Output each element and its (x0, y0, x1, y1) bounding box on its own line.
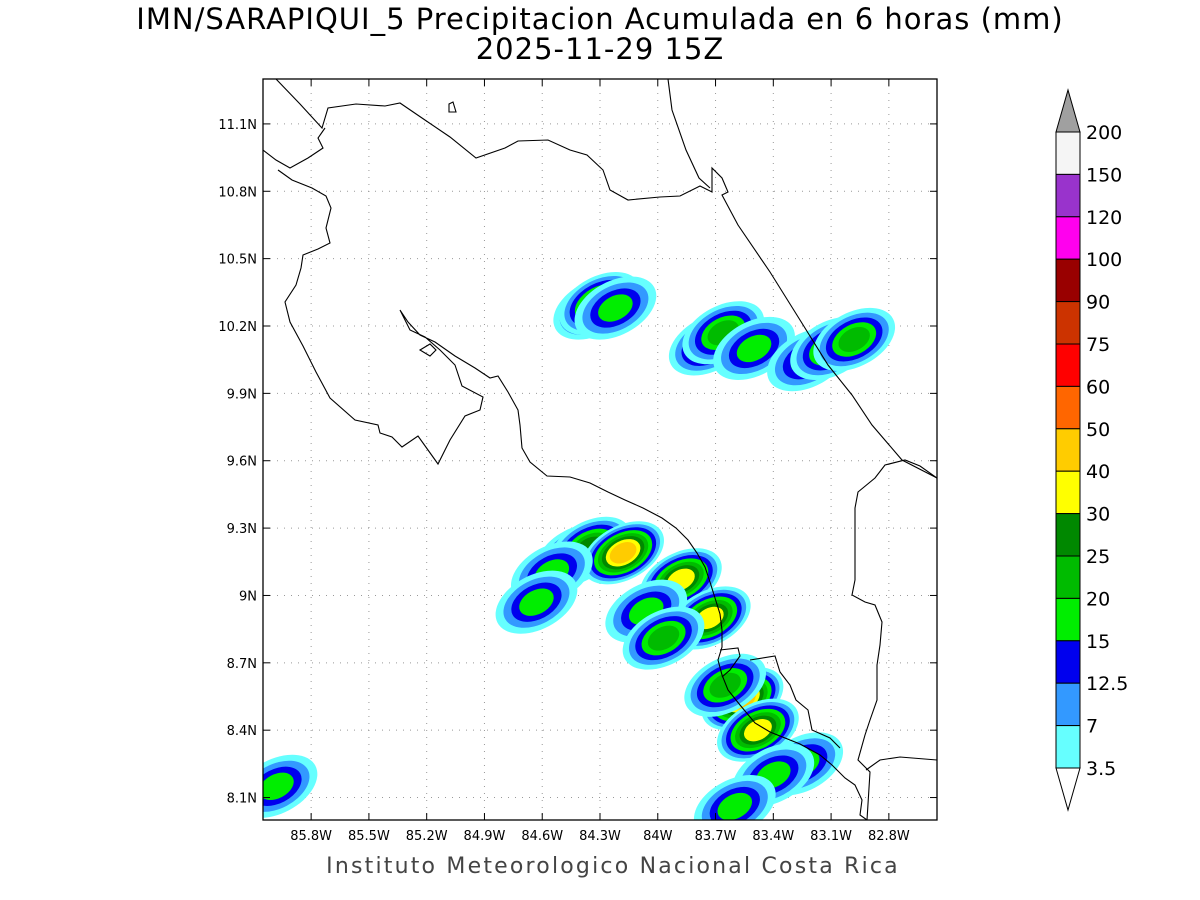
lat-tick-label: 10.8N (218, 185, 257, 200)
precip-cell (582, 521, 664, 585)
lon-tick-label: 83.1W (810, 829, 852, 844)
lat-tick-label: 9.3N (227, 522, 257, 537)
lat-tick-label: 8.7N (227, 657, 257, 672)
colorbar-swatch (1055, 131, 1081, 175)
footer-credit: Instituto Meteorologico Nacional Costa R… (326, 854, 900, 879)
colorbar-swatch (1055, 343, 1081, 387)
colorbar-swatch (1055, 216, 1081, 260)
coastlines-borders (263, 79, 937, 820)
lat-tick-label: 9.9N (227, 387, 257, 402)
colorbar-top-arrow (1055, 88, 1081, 133)
precip-cell (495, 570, 578, 634)
island-lake (418, 343, 437, 357)
colorbar-label: 12.5 (1086, 673, 1128, 695)
lat-tick-label: 11.1N (218, 118, 257, 133)
lon-tick-label: 82.8W (868, 829, 910, 844)
precip-cell (574, 276, 657, 340)
precip-contour (838, 326, 870, 352)
precip-contour (717, 792, 753, 820)
map-title: IMN/SARAPIQUI_5 Precipitacion Acumulada … (136, 2, 1064, 36)
lat-tick-label: 9N (239, 589, 257, 604)
colorbar-swatch (1055, 385, 1081, 430)
axis-ticks: 11.1N 10.8N 10.5N 10.2N 9.9N 9.6N 9.3N 9N 8.7N 8.… (218, 79, 937, 844)
precip-cell (263, 754, 318, 818)
map-gridlines (263, 79, 937, 820)
precip-contour (736, 334, 772, 363)
colorbar-label: 150 (1086, 164, 1122, 186)
colorbar-swatch (1055, 640, 1081, 684)
lon-tick-label: 84.6W (521, 829, 563, 844)
lat-tick-label: 9.6N (227, 455, 257, 470)
colorbar: 200 150 120 100 90 75 60 50 40 30 25 20 15 12.5 7 3.5 (1055, 88, 1128, 812)
precip-contour (609, 542, 637, 564)
map-subtitle: 2025-11-29 15Z (475, 32, 725, 66)
lon-tick-label: 83.4W (752, 829, 794, 844)
precip-contour (598, 294, 633, 322)
lon-tick-label: 84.9W (464, 829, 506, 844)
lon-tick-label: 85.8W (290, 829, 332, 844)
colorbar-swatch (1055, 513, 1081, 557)
precip-cell (622, 606, 705, 670)
lon-tick-label: 85.5W (348, 829, 390, 844)
map-frame (262, 78, 938, 821)
colorbar-swatch (1055, 725, 1081, 769)
lon-tick-label: 85.2W (406, 829, 448, 844)
island-small (448, 101, 457, 113)
coastline-nicaragua-north (275, 79, 937, 479)
colorbar-swatch (1055, 555, 1081, 599)
coastline-pacific-gulf (719, 647, 841, 749)
colorbar-label: 100 (1086, 249, 1122, 271)
coastline-panama (865, 756, 937, 771)
lat-tick-label: 10.5N (218, 253, 257, 268)
colorbar-label: 20 (1086, 588, 1110, 610)
precip-cell (813, 307, 896, 372)
colorbar-swatch (1055, 428, 1081, 472)
colorbar-bottom-arrow (1055, 767, 1081, 812)
colorbar-label: 60 (1086, 376, 1110, 398)
colorbar-swatch (1055, 470, 1081, 515)
colorbar-swatch (1055, 173, 1081, 218)
colorbar-label: 3.5 (1086, 758, 1116, 780)
colorbar-label: 75 (1086, 334, 1110, 356)
colorbar-label: 7 (1086, 716, 1098, 738)
colorbar-swatch (1055, 301, 1081, 345)
precip-cell (693, 774, 776, 820)
coastline-nicaragua-east (667, 79, 711, 189)
lon-tick-label: 83.7W (695, 829, 737, 844)
precip-contour (647, 625, 680, 651)
precip-contour (519, 588, 554, 616)
precip-contour (743, 719, 772, 742)
colorbar-label: 30 (1086, 504, 1110, 526)
coastline-pacific-north (263, 127, 868, 820)
colorbar-swatch (1055, 258, 1081, 303)
colorbar-swatch (1055, 682, 1081, 727)
colorbar-label: 25 (1086, 546, 1110, 568)
lon-tick-label: 84W (643, 829, 673, 844)
precipitation-field (263, 272, 896, 820)
colorbar-label: 50 (1086, 419, 1110, 441)
colorbar-label: 120 (1086, 207, 1122, 229)
lat-tick-label: 8.1N (227, 792, 257, 807)
colorbar-label: 200 (1086, 122, 1122, 144)
colorbar-label: 90 (1086, 292, 1110, 314)
lat-tick-label: 10.2N (218, 320, 257, 335)
colorbar-label: 15 (1086, 631, 1110, 653)
border-costa-rica-panama (851, 459, 937, 820)
lon-tick-label: 84.3W (579, 829, 621, 844)
colorbar-swatch (1055, 597, 1081, 642)
lat-tick-label: 8.4N (227, 724, 257, 739)
precip-cell (684, 653, 767, 717)
colorbar-label: 40 (1086, 461, 1110, 483)
precip-contour (709, 672, 741, 698)
precip-contour (263, 772, 294, 801)
